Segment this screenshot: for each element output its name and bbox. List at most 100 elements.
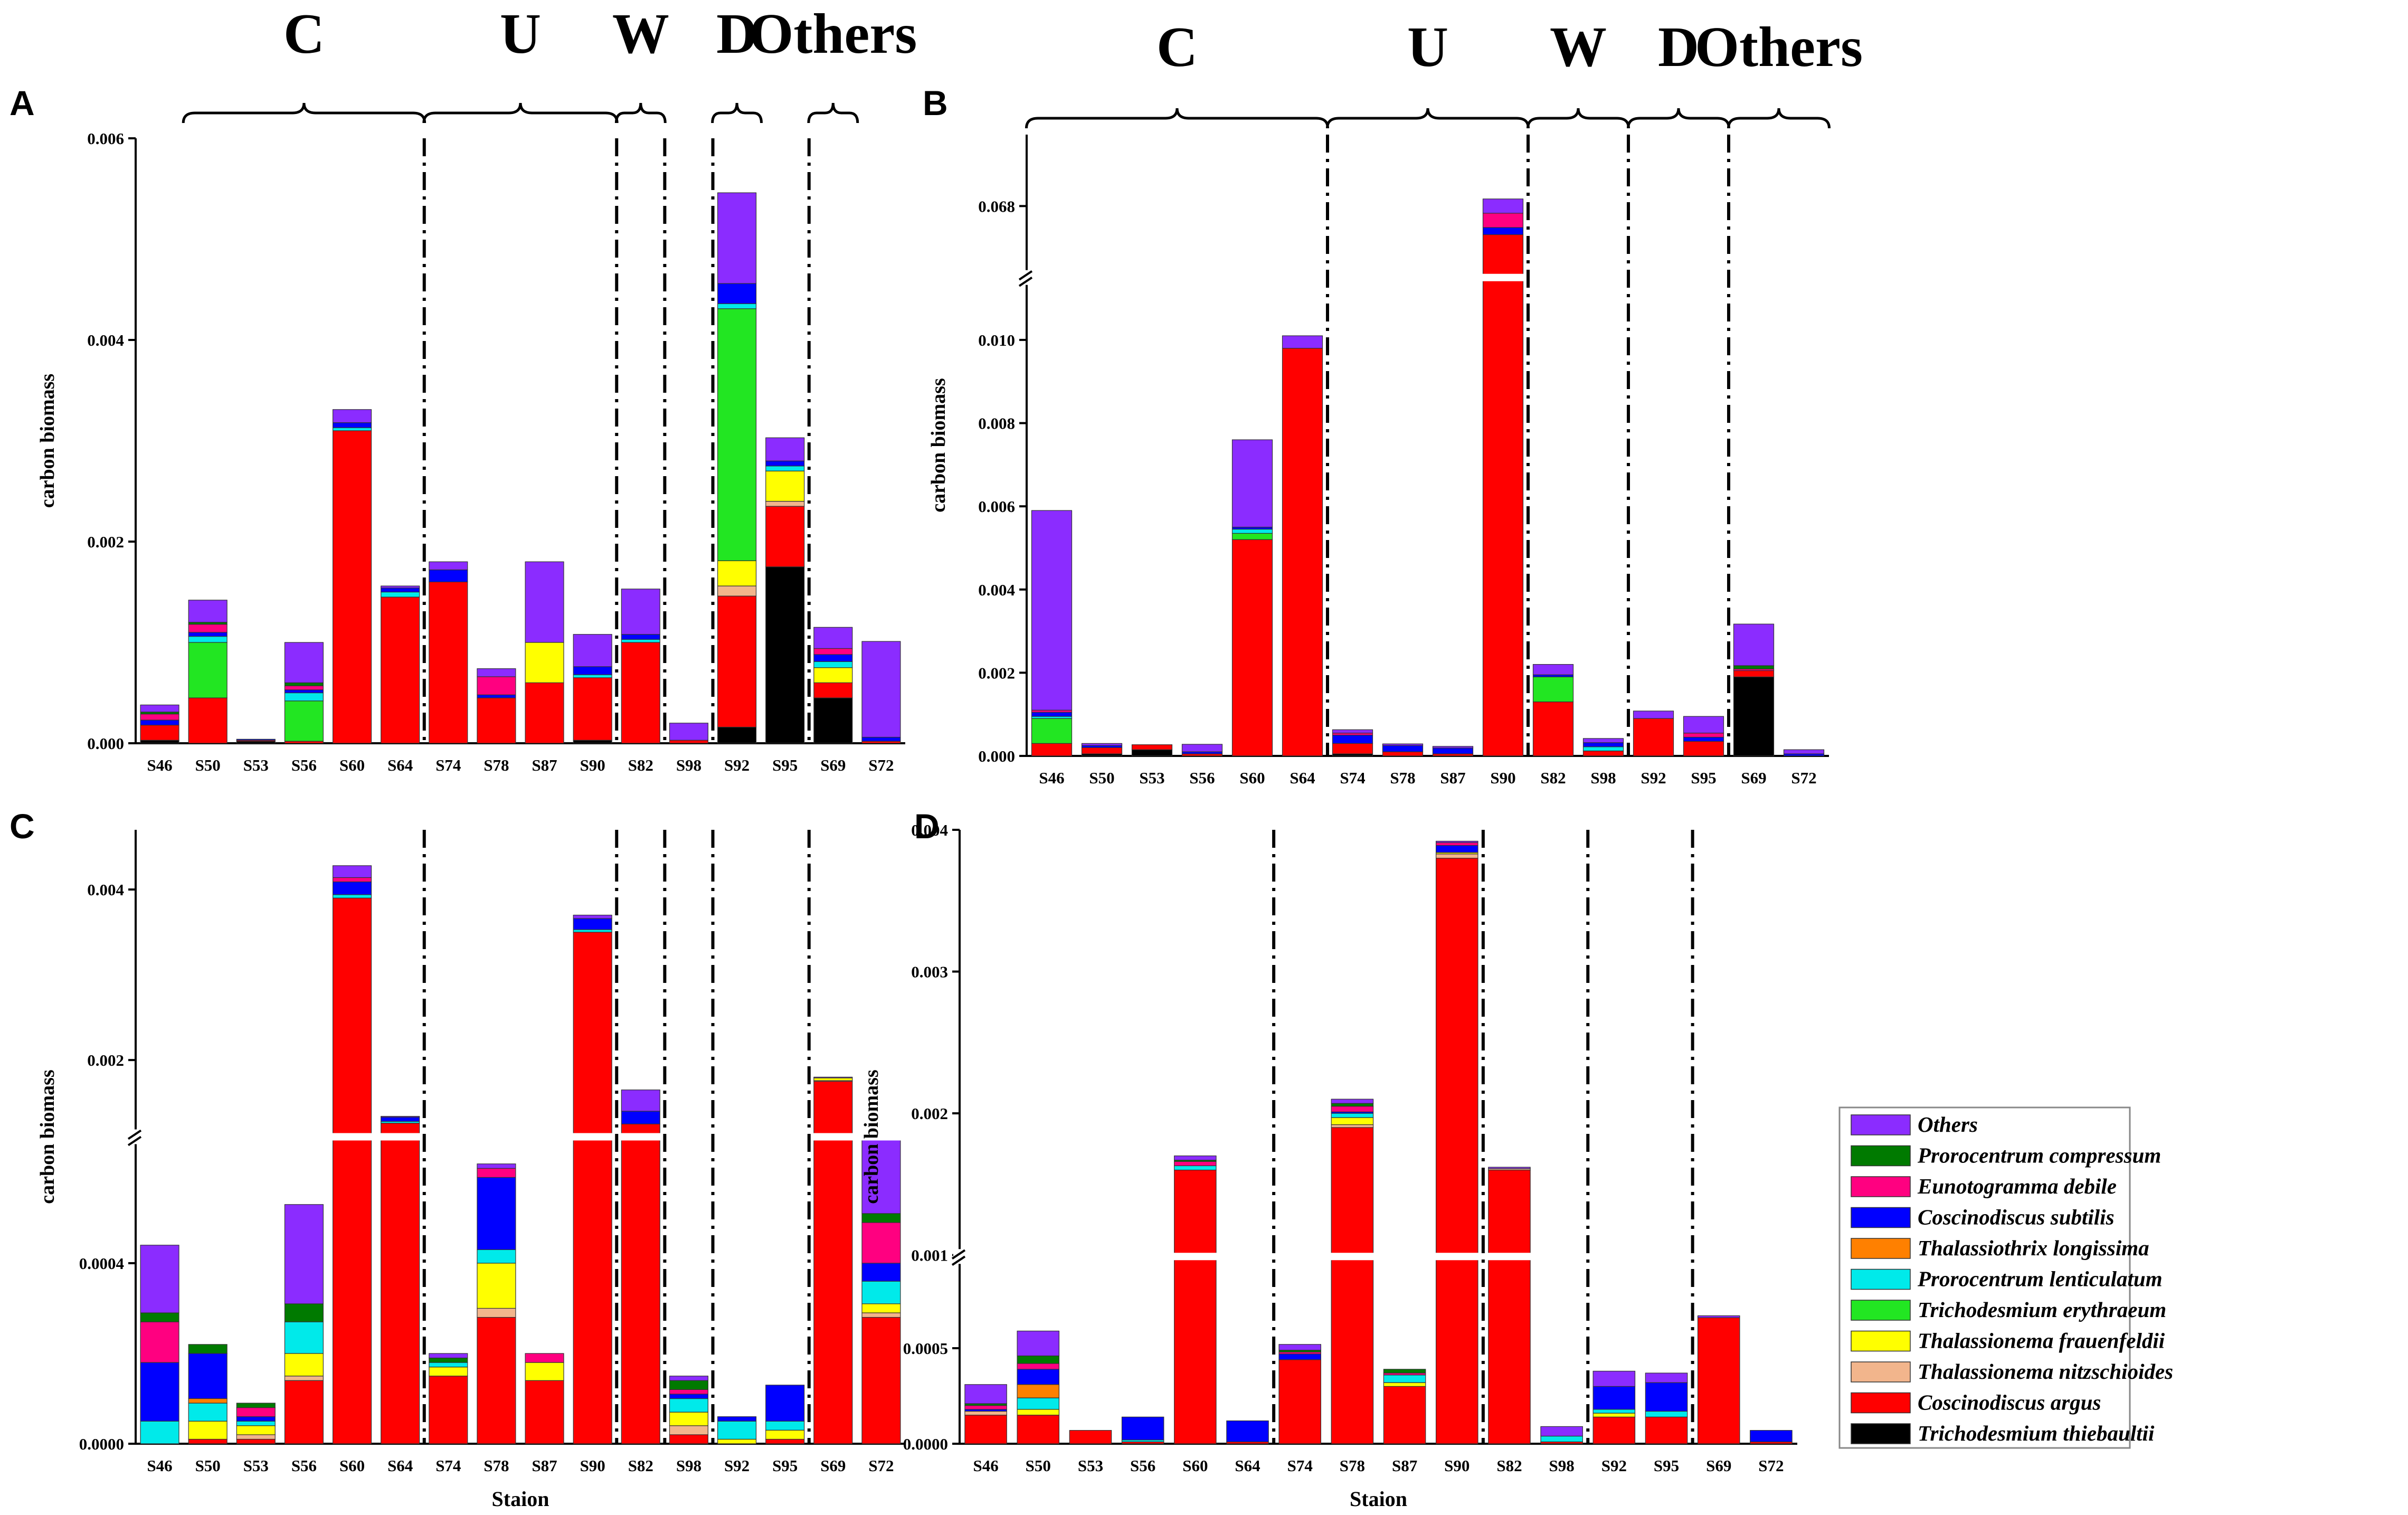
y-tick-label: 0.068 [978,197,1015,215]
bar-segment-S82-coscinodiscus-argus [621,1123,660,1444]
bar-segment-S92-thalassionema-frauenfeldii [717,560,757,586]
bar-segment-S92-coscinodiscus-argus [1592,1416,1636,1444]
bar-segment-S69-thalassionema-frauenfeldii [813,1077,853,1081]
legend-label: Eunotogramma debile [1917,1174,2117,1198]
bar-segment-S50-others [1081,743,1123,746]
bar-segment-S78-coscinodiscus-argus [1331,1127,1374,1444]
bar-segment-S53-prorocentrum-compressum [236,1403,276,1408]
x-tick-label: S56 [291,756,317,774]
bar-segment-S50-prorocentrum-lenticulatum [1017,1397,1060,1410]
legend-swatch [1851,1330,1911,1352]
bar-segment-S50-trichodesmium-erythraeum [188,642,227,698]
bar-segment-S90-coscinodiscus-argus [1436,858,1478,1444]
x-tick-label: S82 [1540,769,1566,787]
bar-segment-S74-coscinodiscus-subtilis [1332,734,1373,744]
y-tick-label: 0.008 [978,414,1015,433]
bar-segment-S98-others [1540,1426,1583,1437]
bar-segment-S78-prorocentrum-lenticulatum [1331,1113,1374,1118]
bar-segment-S74-others [1332,729,1373,734]
bar-segment-S87-others [1432,746,1474,749]
bar-segment-S72-coscinodiscus-argus [861,1317,901,1444]
bar-break-gap [1172,1253,1218,1261]
bar-segment-S56-coscinodiscus-argus [284,1380,324,1444]
bar-segment-S82-others [1488,1167,1531,1169]
legend-label: Prorocentrum lenticulatum [1917,1267,2163,1291]
bar-segment-S98-prorocentrum-lenticulatum [1540,1435,1583,1442]
x-tick-label: S64 [1290,769,1315,787]
x-tick-label: S50 [195,1456,221,1475]
bar-segment-S82-coscinodiscus-argus [621,642,660,744]
bar-segment-S82-coscinodiscus-argus [1532,701,1574,756]
y-tick-label: 0.004 [978,581,1015,599]
group-brace [711,102,763,124]
bar-segment-S98-prorocentrum-compressum [669,1380,708,1390]
group-brace [1025,108,1329,129]
bar-segment-S87-thalassionema-frauenfeldii [525,642,564,684]
bar-segment-S64-coscinodiscus-subtilis [381,1116,420,1122]
x-tick-label: S82 [628,1456,653,1475]
bar-segment-S46-coscinodiscus-argus [1031,743,1073,756]
group-brace [1627,108,1730,129]
y-tick-label: 0.0005 [903,1339,948,1358]
x-tick-label: S90 [580,1456,605,1475]
x-tick-label: S78 [484,1456,509,1475]
panel-C: 0.0000 0.0004 0.002 0.004 S46 S50 S53 S56 S60 S64… [10,807,905,1511]
bar-segment-S69-others [1733,623,1775,666]
bar-segment-S78-others [1382,743,1424,746]
bar-segment-S74-coscinodiscus-subtilis [429,569,468,582]
bar-segment-S87-thalassionema-frauenfeldii [525,1362,564,1381]
bar-segment-S64-coscinodiscus-subtilis [1226,1420,1269,1442]
bar-segment-S92-thalassionema-frauenfeldii [1592,1413,1636,1417]
bar-segment-S72-coscinodiscus-subtilis [1750,1430,1793,1442]
bar-segment-S92-trichodesmium-thiebaultii [717,726,757,744]
bar-segment-S56-coscinodiscus-subtilis [284,689,324,694]
bar-segment-S60-others [1231,439,1273,528]
bar-segment-S56-prorocentrum-lenticulatum [284,692,324,702]
bar-segment-S69-coscinodiscus-argus [813,682,853,698]
x-tick-label: S50 [195,756,221,774]
bar-segment-S78-coscinodiscus-subtilis [477,694,516,698]
bar-segment-S60-others [333,409,372,423]
x-tick-label: S64 [387,756,413,774]
bar-segment-S53-coscinodiscus-subtilis [236,738,276,741]
x-tick-label: S92 [1641,769,1666,787]
x-tick-label: S69 [820,1456,846,1475]
bar-segment-S92-thalassionema-nitzschioides [717,585,757,596]
group-brace [1527,108,1630,129]
bar-segment-S95-others [765,437,805,461]
bar-segment-S90-others [573,914,612,919]
legend-label: Trichodesmium thiebaultii [1918,1421,2155,1445]
bar-segment-S87-thalassionema-frauenfeldii [1383,1382,1426,1387]
bar-segment-S87-prorocentrum-lenticulatum [1383,1375,1426,1383]
bar-segment-S95-thalassionema-frauenfeldii [765,1429,805,1440]
group-label: C [1156,16,1198,79]
bar-segment-S98-prorocentrum-lenticulatum [1582,746,1624,752]
bar-segment-S92-prorocentrum-lenticulatum [717,303,757,309]
bar-segment-S60-coscinodiscus-subtilis [333,422,372,428]
bar-segment-S95-coscinodiscus-subtilis [765,460,805,467]
bar-segment-S87-prorocentrum-compressum [1383,1369,1426,1374]
x-axis-label: Staion [1350,1487,1407,1511]
bar-segment-S95-others [1683,716,1724,734]
bar-segment-S87-coscinodiscus-argus [525,1380,564,1444]
bar-segment-S50-others [1017,1330,1060,1357]
x-tick-label: S53 [1078,1456,1103,1475]
bar-segment-S87-others [525,561,564,643]
bar-segment-S50-coscinodiscus-argus [188,697,227,744]
y-axis-label: carbon biomass [860,1069,883,1204]
bar-segment-S95-coscinodiscus-argus [1645,1416,1688,1444]
bar-segment-S69-eunotogramma-debile [813,648,853,655]
x-tick-label: S53 [243,756,269,774]
bar-segment-S64-prorocentrum-lenticulatum [381,591,420,598]
y-tick-label: 0.002 [87,1051,124,1069]
x-tick-label: S69 [1706,1456,1731,1475]
y-axis-label: carbon biomass [927,378,950,512]
bar-segment-S90-others [573,634,612,667]
bar-segment-S60-prorocentrum-lenticulatum [333,427,372,431]
bar-segment-S50-others [188,600,227,623]
x-tick-label: S82 [1496,1456,1522,1475]
y-tick-label: 0.000 [87,734,124,753]
bar-segment-S56-prorocentrum-compressum [284,1303,324,1322]
bar-segment-S74-coscinodiscus-argus [1278,1359,1321,1444]
bar-segment-S90-coscinodiscus-subtilis [1482,227,1524,235]
